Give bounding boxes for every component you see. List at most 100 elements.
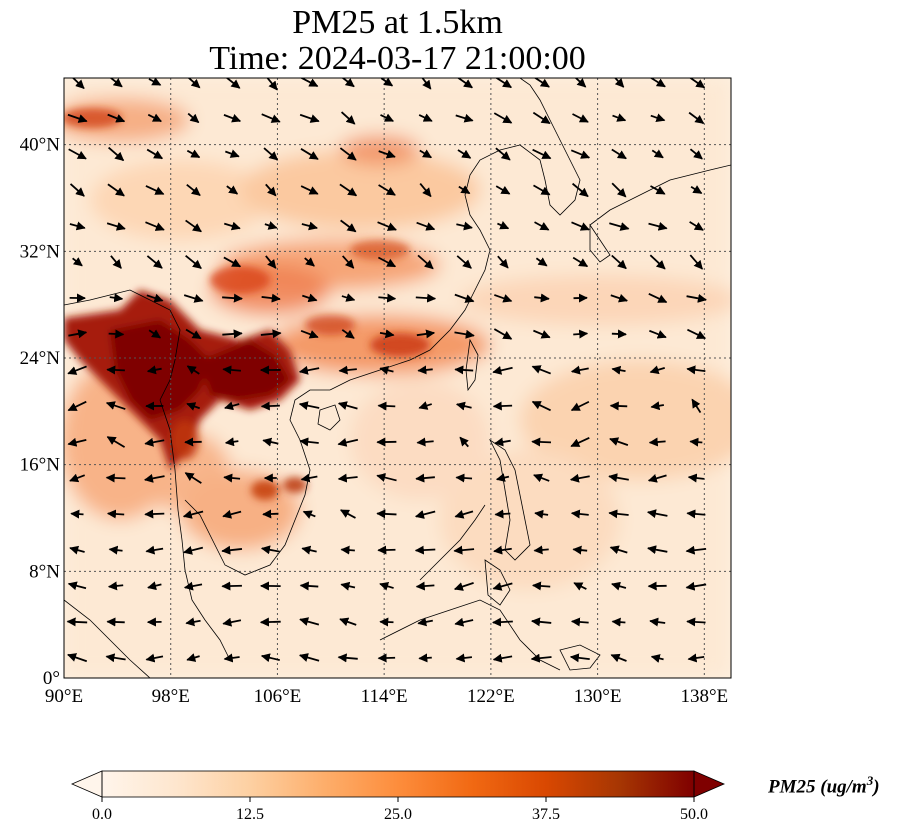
wind-arrow	[69, 545, 85, 555]
wind-arrow	[300, 185, 319, 195]
wind-arrow	[570, 149, 591, 159]
wind-arrow	[609, 401, 628, 411]
colorbar-label: PM25 (ug/m3)	[768, 773, 880, 798]
wind-arrow	[225, 78, 241, 89]
wind-arrow	[453, 545, 475, 555]
wind-arrow	[378, 184, 396, 196]
lat-tick-label: 16°N	[20, 455, 61, 476]
wind-arrow	[340, 219, 357, 233]
wind-arrow	[67, 365, 87, 375]
wind-arrow	[185, 328, 202, 340]
map-frame	[63, 77, 732, 679]
wind-arrow	[107, 581, 124, 591]
wind-arrow	[266, 78, 278, 91]
wind-arrow	[261, 293, 281, 303]
wind-arrow	[339, 183, 358, 197]
wind-arrow	[531, 400, 551, 412]
colorbar-tick-label: 0.0	[92, 806, 112, 823]
wind-arrow	[183, 294, 204, 303]
wind-arrow	[185, 617, 201, 627]
wind-arrow	[686, 293, 707, 303]
wind-arrow	[687, 473, 705, 483]
wind-arrow	[456, 221, 473, 231]
wind-arrow	[222, 293, 243, 303]
wind-arrow	[226, 185, 239, 195]
wind-arrow	[612, 113, 627, 122]
wind-arrow	[147, 581, 162, 591]
wind-arrow	[222, 617, 242, 627]
wind-arrow	[492, 366, 513, 375]
wind-arrow	[341, 78, 355, 88]
wind-arrow	[262, 437, 279, 447]
lon-tick-label: 138°E	[680, 686, 728, 707]
wind-arrow	[260, 545, 280, 555]
lat-tick-label: 24°N	[20, 348, 61, 369]
colorbar	[70, 770, 726, 802]
wind-arrow	[378, 149, 396, 159]
wind-arrow	[222, 509, 242, 519]
longitude-tick-labels: 90°E 98°E 106°E 114°E 122°E 130°E 138°E	[45, 686, 728, 707]
wind-arrow	[110, 255, 122, 269]
wind-arrow	[610, 653, 627, 663]
wind-arrow	[416, 221, 436, 231]
wind-arrow	[187, 112, 200, 124]
wind-arrow	[608, 473, 629, 483]
wind-arrow	[492, 653, 513, 663]
wind-arrow	[689, 148, 703, 160]
wind-arrow	[531, 365, 551, 375]
wind-arrow	[570, 365, 589, 375]
wind-arrow	[454, 293, 475, 303]
wind-arrow	[340, 111, 356, 125]
wind-arrow	[417, 254, 434, 270]
wind-arrow	[493, 545, 512, 555]
wind-arrow	[454, 365, 474, 375]
colorbar-tick-label: 37.5	[532, 806, 560, 823]
wind-arrow	[417, 365, 433, 375]
wind-vectors	[66, 78, 707, 663]
wind-arrow	[611, 581, 627, 591]
wind-arrow	[648, 292, 668, 304]
latitude-tick-labels: 0° 8°N 16°N 24°N 32°N 40°N	[20, 135, 61, 689]
wind-arrow	[224, 437, 239, 447]
wind-arrow	[455, 653, 473, 663]
wind-arrow	[301, 221, 318, 231]
wind-arrow	[341, 255, 355, 269]
wind-arrow	[649, 329, 667, 339]
wind-arrow	[457, 149, 472, 159]
lon-tick-label: 106°E	[254, 686, 302, 707]
wind-arrow	[689, 221, 704, 231]
wind-arrow	[145, 653, 164, 663]
wind-arrow	[69, 221, 86, 231]
wind-arrow	[614, 78, 625, 88]
wind-arrow	[686, 365, 706, 375]
wind-arrow	[418, 113, 433, 122]
wind-arrow	[691, 398, 702, 414]
wind-arrow	[222, 329, 243, 339]
wind-arrow	[147, 113, 162, 123]
wind-arrow	[71, 78, 85, 90]
wind-arrow	[302, 510, 316, 519]
wind-arrow	[341, 293, 356, 302]
wind-arrow	[650, 113, 666, 122]
wind-arrow	[456, 255, 472, 269]
wind-arrow	[416, 329, 436, 339]
wind-arrow	[611, 254, 627, 270]
wind-arrow	[647, 474, 667, 483]
wind-arrow	[185, 254, 202, 270]
wind-arrow	[687, 328, 707, 340]
wind-arrow	[376, 509, 397, 519]
wind-arrow	[265, 255, 277, 269]
wind-arrow	[649, 617, 666, 627]
wind-arrow	[415, 581, 435, 591]
wind-arrow	[340, 509, 356, 519]
wind-arrow	[105, 473, 126, 483]
wind-arrow	[611, 329, 627, 339]
wind-arrow	[418, 401, 432, 410]
wind-arrow	[495, 185, 511, 195]
wind-arrow	[299, 113, 320, 123]
wind-arrow	[260, 329, 282, 339]
wind-arrow	[260, 401, 280, 411]
wind-arrow	[299, 581, 319, 591]
wind-arrow	[108, 146, 125, 162]
wind-arrow	[299, 437, 319, 447]
